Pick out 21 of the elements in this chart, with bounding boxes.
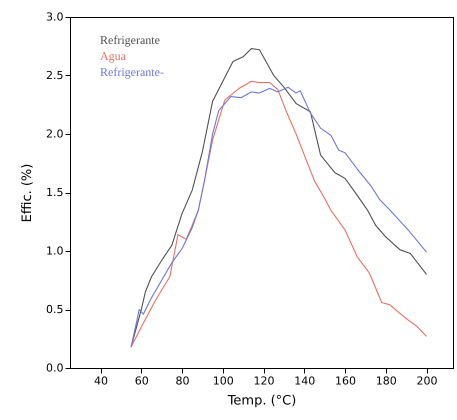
- y-tick-label: 0.5: [46, 303, 64, 316]
- text: Agua: [100, 49, 127, 63]
- x-tick-label: 140: [294, 374, 316, 388]
- y-tick-label: 0.0: [46, 362, 64, 374]
- x-tick-label: 100: [212, 374, 234, 388]
- y-tick-label: 1.0: [46, 244, 64, 258]
- y-axis-title: Effic. (%): [20, 164, 36, 222]
- y-tick-label: 2.5: [46, 69, 64, 82]
- x-tick-label: 40: [94, 374, 108, 388]
- text: Refrigerante: [100, 33, 160, 47]
- x-tick-label: 60: [134, 374, 149, 388]
- text: Refrigerante-: [100, 65, 164, 79]
- x-tick-label: 200: [416, 374, 438, 388]
- x-tick-label: 180: [376, 374, 397, 388]
- x-tick-label: 120: [254, 374, 275, 388]
- x-tick-label: 80: [176, 374, 190, 388]
- y-tick-label: 1.5: [46, 186, 64, 199]
- x-axis-title: Temp. (°C): [226, 394, 296, 408]
- y-tick-label: 2.0: [46, 128, 64, 140]
- y-tick-label: 3.0: [46, 10, 64, 24]
- x-tick-label: 160: [335, 374, 356, 388]
